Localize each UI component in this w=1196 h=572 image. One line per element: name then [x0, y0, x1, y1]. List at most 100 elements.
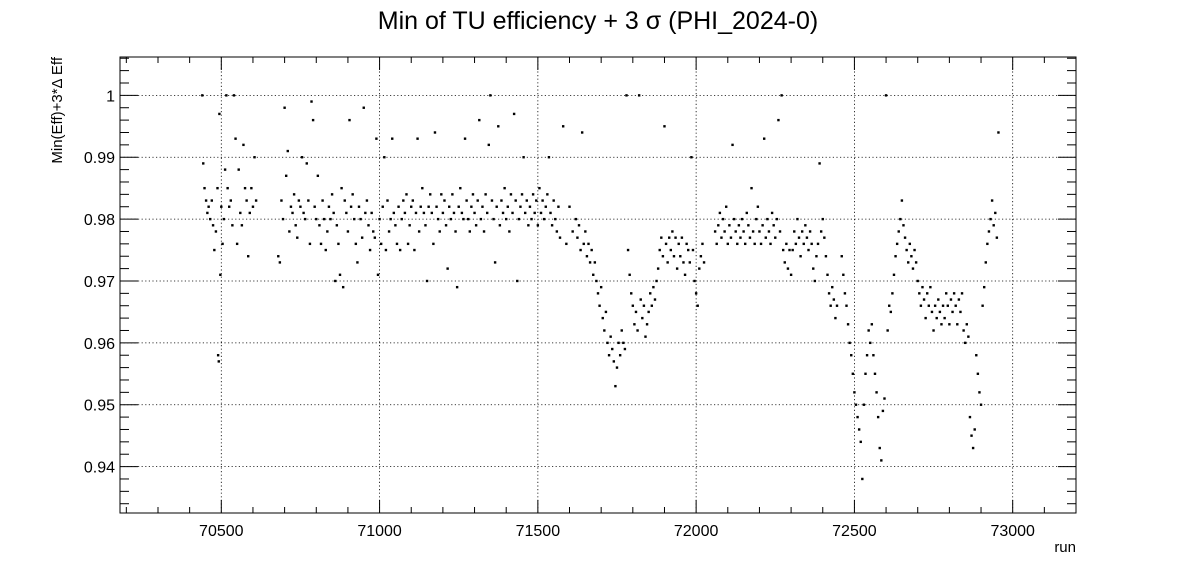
data-point [209, 217, 212, 221]
data-point [952, 292, 956, 295]
data-point [417, 230, 421, 233]
data-point [666, 261, 669, 264]
data-point [745, 211, 748, 215]
x-tick-label: 72000 [674, 523, 719, 540]
data-point [228, 205, 231, 208]
data-point [242, 143, 245, 147]
data-point [544, 205, 547, 208]
data-point [788, 248, 791, 252]
data-point [861, 477, 864, 481]
data-point [237, 168, 240, 171]
data-point [926, 292, 929, 295]
data-point [601, 316, 604, 320]
data-point [446, 267, 449, 270]
data-point [767, 230, 771, 233]
data-point [231, 224, 234, 227]
data-point [506, 205, 509, 208]
data-point [216, 354, 220, 357]
data-point [747, 224, 750, 227]
data-point [682, 261, 685, 264]
data-point [986, 242, 989, 246]
data-point [367, 224, 370, 227]
data-point [637, 94, 641, 97]
data-point [243, 186, 247, 190]
data-point [533, 211, 536, 215]
data-point [978, 391, 981, 394]
data-point [550, 224, 554, 227]
data-point [512, 112, 516, 116]
data-point [226, 186, 229, 190]
data-point [392, 211, 396, 215]
data-point [840, 255, 843, 258]
data-point [528, 205, 532, 208]
data-point [807, 248, 810, 252]
data-point [516, 279, 519, 283]
data-point [479, 217, 483, 221]
data-point [675, 267, 679, 270]
data-point [653, 298, 657, 301]
data-point [650, 304, 654, 307]
data-point [549, 211, 552, 215]
y-tick-label: 0.95 [84, 398, 115, 415]
data-point [775, 217, 779, 221]
data-point [696, 304, 699, 307]
y-tick-label: 0.99 [84, 150, 115, 167]
data-point [780, 94, 783, 97]
x-tick-label: 72500 [832, 523, 877, 540]
data-point [300, 156, 304, 159]
data-point [970, 434, 973, 437]
data-point [739, 236, 742, 239]
data-point [500, 199, 503, 202]
data-point [785, 242, 788, 246]
data-point [867, 329, 870, 332]
data-point [284, 174, 288, 177]
data-point [891, 292, 894, 295]
plot-frame [119, 56, 1077, 514]
data-point [982, 285, 986, 289]
data-point [421, 186, 424, 190]
data-point [585, 255, 589, 258]
data-point [606, 341, 609, 345]
data-point [497, 125, 500, 128]
data-point [816, 242, 820, 246]
data-point [362, 106, 365, 109]
data-point [911, 267, 915, 270]
data-point [995, 236, 999, 239]
data-point [880, 459, 883, 462]
data-point [565, 242, 568, 246]
data-point [770, 211, 774, 215]
data-point [872, 354, 875, 357]
data-point [685, 242, 688, 246]
data-point [876, 415, 880, 419]
data-point [772, 224, 775, 227]
data-point [527, 224, 530, 227]
data-point [929, 285, 932, 289]
data-point [484, 193, 487, 196]
data-point [204, 199, 208, 202]
data-point [645, 323, 649, 326]
data-point [979, 403, 983, 406]
y-tick-label: 0.96 [84, 336, 115, 353]
data-point [211, 224, 215, 227]
data-point [520, 193, 524, 196]
data-point [907, 261, 910, 264]
data-point [959, 310, 962, 314]
data-point [742, 230, 745, 233]
data-point [492, 217, 495, 221]
data-point [850, 354, 853, 357]
data-point [987, 230, 991, 233]
data-point [679, 255, 682, 258]
data-point [846, 323, 850, 326]
y-tick-label: 0.94 [84, 460, 115, 477]
data-point [386, 199, 389, 202]
data-point [827, 292, 831, 295]
data-point [968, 415, 972, 419]
data-point [400, 217, 403, 221]
data-point [297, 199, 301, 202]
data-point [302, 211, 305, 215]
data-point [857, 428, 861, 431]
data-point [455, 285, 459, 289]
data-point [370, 211, 373, 215]
data-point [750, 186, 753, 190]
data-point [378, 217, 381, 221]
